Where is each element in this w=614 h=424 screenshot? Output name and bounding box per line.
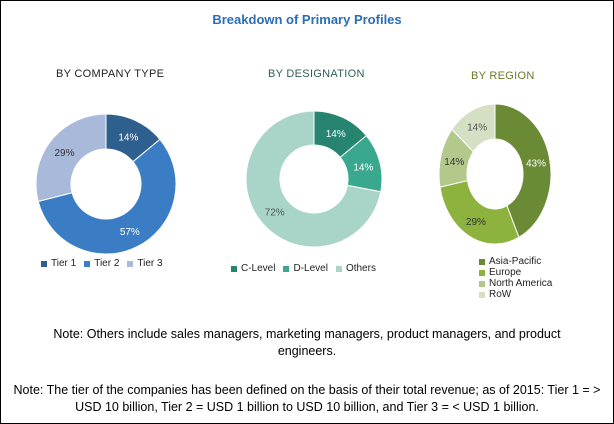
data-label: 29% [466,217,486,228]
legend-label: Tier 3 [137,258,163,269]
subtitle-company-type: BY COMPANY TYPE [56,68,165,80]
legend-label: RoW [489,289,512,300]
donut-charts: 14% 57% 29% 14% 14% 72% 43% 29% 14% 14% [35,103,552,255]
slice-tier-3 [35,113,107,203]
subtitle-region: BY REGION [471,70,535,82]
subtitle-designation: BY DESIGNATION [268,68,365,80]
legend-item: RoW [479,289,552,300]
slice-others [245,110,382,248]
legend-swatch [335,265,342,272]
legend-swatch [479,291,485,298]
legend-item: Tier 3 [127,258,163,269]
legend-item: Tier 2 [84,258,119,269]
legend-region: Asia-Pacific Europe North America RoW [479,256,552,300]
legend-label: Tier 1 [51,258,77,269]
legend-item: Europe [479,267,552,278]
legend-label: Asia-Pacific [489,256,542,267]
legend-swatch [41,260,47,267]
data-label: 14% [467,122,487,133]
slice-row [451,103,496,153]
legend-item: Others [335,263,376,274]
legend-label: Tier 2 [94,258,120,269]
data-label: 72% [265,208,285,219]
legend-item: C-Level [231,263,275,274]
legend-label: Europe [489,267,522,278]
legend-item: North America [479,278,552,289]
legend-swatch [479,269,485,276]
legend-swatch [479,280,485,287]
legend-company-type: Tier 1 Tier 2 Tier 3 [41,258,171,270]
legend-swatch [127,260,134,267]
data-label: 14% [444,157,464,168]
legend-swatch [231,265,237,272]
legend-swatch [283,265,290,272]
legend-label: D-Level [293,263,328,274]
data-label: 14% [353,162,373,173]
data-label: 29% [55,148,75,159]
note-others: Note: Others include sales managers, mar… [53,327,561,358]
legend-swatch [84,260,91,267]
legend-designation: C-Level D-Level Others [231,263,384,275]
legend-swatch [479,258,485,265]
slice-tier-2 [37,138,177,255]
note-tiers: Note: The tier of the companies has been… [13,383,601,414]
data-label: 57% [120,227,140,238]
legend-item: D-Level [283,263,328,274]
slice-europe [439,179,520,245]
data-label: 14% [118,132,138,143]
data-label: 14% [326,129,346,140]
legend-item: Tier 1 [41,258,76,269]
legend-label: North America [489,278,553,289]
data-label: 43% [526,159,546,170]
legend-label: C-Level [241,263,276,274]
slice-asia-pacific [494,103,552,239]
legend-item: Asia-Pacific [479,256,552,267]
legend-label: Others [345,263,376,274]
chart-title: Breakdown of Primary Profiles [212,12,402,27]
